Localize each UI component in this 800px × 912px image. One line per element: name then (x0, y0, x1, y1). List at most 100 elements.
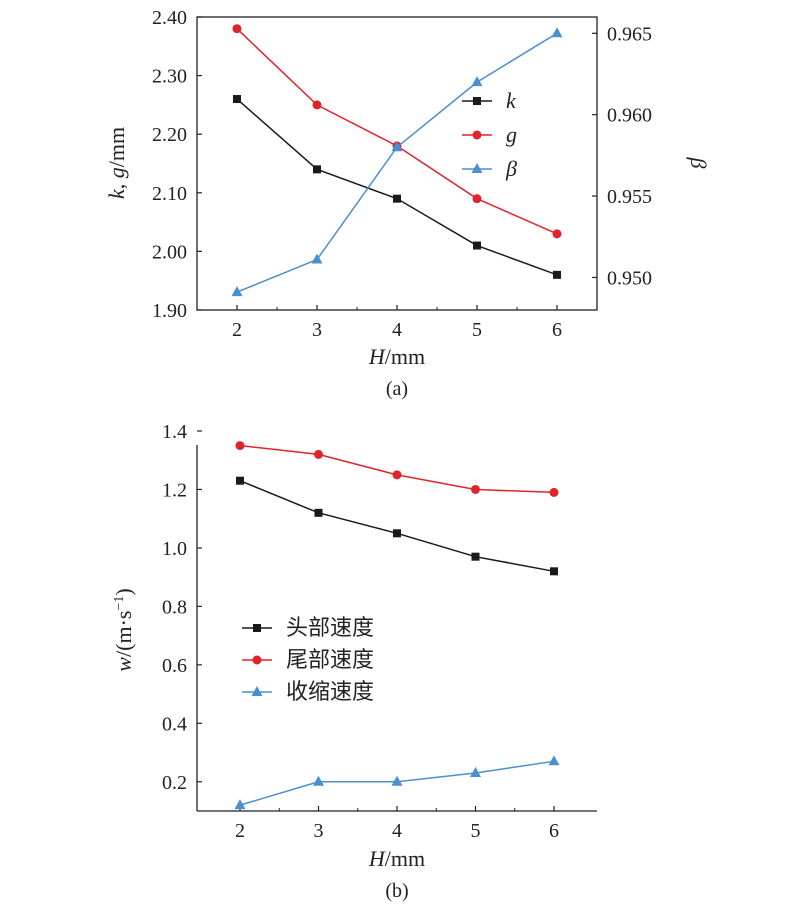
chart-b-ylabel-var: w (111, 657, 136, 672)
chart-a-y-ticks: 1.90 2.00 2.10 2.20 2.30 2.40 (152, 7, 202, 322)
data-point (549, 487, 559, 497)
data-point (470, 767, 481, 777)
x-tick-label: 2 (232, 319, 242, 341)
chart-b-ylabel-close: ) (111, 588, 136, 595)
y2-tick-label: 0.955 (607, 186, 652, 208)
data-point (471, 552, 480, 561)
data-point (548, 755, 560, 766)
data-point (471, 484, 480, 494)
y2-tick-label: 0.950 (607, 267, 652, 289)
chart-a-ylabel-k: k (104, 188, 129, 199)
y-tick-label: 0.2 (162, 772, 187, 794)
chart-a-xlabel-unit: /mm (385, 344, 425, 369)
chart-a-legend: kgβ (462, 88, 517, 181)
chart-a-x-ticks: 2 3 4 5 6 (232, 305, 562, 341)
data-point (473, 241, 481, 250)
data-point (472, 194, 482, 204)
chart-b-xlabel-unit: /mm (385, 846, 425, 871)
data-point (391, 141, 403, 152)
data-point (392, 470, 402, 480)
y-tick-label: 2.30 (152, 66, 187, 88)
data-point (231, 286, 243, 297)
data-point (314, 508, 323, 517)
chart-a-frame (196, 16, 598, 311)
x-tick-label: 3 (314, 820, 324, 842)
legend-label: β (505, 156, 517, 181)
chart-b-ylabel-unit: /(m·s (111, 611, 136, 657)
legend-marker (252, 655, 262, 665)
x-tick-label: 6 (549, 820, 559, 842)
chart-a-xlabel: H/mm (368, 344, 425, 369)
chart-b-y-ticks: 0.2 0.4 0.6 0.8 1.0 1.2 1.4 (162, 421, 202, 794)
chart-a-ylabel-sep: , (104, 178, 129, 189)
legend-label: 尾部速度 (286, 647, 374, 672)
y-tick-label: 2.20 (152, 124, 187, 146)
chart-b: 2 3 4 5 6 0.2 0.4 0.6 0.8 1.0 1.2 1.4 H/mm w/(m·s−… (111, 421, 597, 902)
data-point (313, 165, 321, 174)
data-point (553, 270, 561, 279)
data-point (232, 24, 242, 34)
legend-label: 头部速度 (286, 615, 374, 640)
x-tick-label: 5 (472, 319, 482, 341)
y-tick-label: 2.40 (152, 7, 187, 29)
series-line (239, 479, 555, 573)
y-tick-label: 0.8 (162, 596, 187, 618)
y-tick-label: 2.10 (152, 183, 187, 205)
chart-b-series (234, 441, 560, 810)
data-point (311, 253, 323, 264)
legend-marker (472, 130, 482, 140)
legend-marker (251, 686, 263, 696)
y-tick-label: 1.4 (162, 421, 187, 443)
chart-b-ylabel-sup: −1 (112, 596, 127, 611)
chart-a-panel-label: (a) (386, 378, 408, 400)
data-point (313, 775, 324, 786)
data-point (234, 799, 246, 810)
x-tick-label: 4 (392, 820, 402, 842)
data-point (236, 476, 244, 485)
data-point (552, 229, 562, 239)
data-point (550, 567, 558, 576)
x-tick-label: 4 (392, 319, 402, 341)
y-tick-label: 0.6 (162, 655, 187, 677)
chart-a-y2label: β (686, 157, 711, 169)
data-point (314, 449, 323, 459)
data-point (391, 775, 403, 786)
legend-label: g (506, 122, 517, 147)
y-tick-label: 1.0 (162, 538, 187, 560)
y-tick-label: 0.4 (162, 713, 187, 735)
y2-tick-label: 0.960 (607, 105, 652, 127)
y2-tick-label: 0.965 (607, 23, 652, 45)
data-point (235, 441, 245, 451)
chart-a-xlabel-var: H (368, 344, 386, 369)
chart-a-ylabel-g: g (104, 167, 129, 178)
data-point (551, 27, 563, 38)
chart-b-panel-label: (b) (385, 880, 408, 902)
legend-marker (471, 163, 483, 173)
x-tick-label: 6 (552, 319, 562, 341)
chart-a-ylabel: k, g/mm (104, 127, 129, 199)
data-point (471, 76, 483, 87)
data-point (393, 529, 401, 538)
y-tick-label: 1.2 (162, 479, 187, 501)
data-point (312, 100, 322, 110)
legend-marker (473, 97, 481, 105)
legend-label: k (506, 88, 517, 113)
legend-marker (253, 624, 261, 632)
y-tick-label: 2.00 (152, 241, 187, 263)
chart-b-xlabel: H/mm (368, 846, 425, 871)
chart-b-ylabel: w/(m·s−1) (111, 588, 136, 671)
x-tick-label: 3 (312, 319, 322, 341)
data-point (233, 95, 241, 104)
x-tick-label: 2 (235, 820, 245, 842)
y-tick-label: 1.90 (152, 300, 187, 322)
data-point (393, 194, 401, 203)
x-tick-label: 5 (471, 820, 481, 842)
chart-a-y2-ticks: 0.950 0.955 0.960 0.965 (592, 23, 652, 289)
chart-b-xlabel-var: H (368, 846, 386, 871)
chart-a-series (231, 24, 563, 297)
chart-a-ylabel-unit: /mm (104, 127, 129, 167)
legend-label: 收缩速度 (286, 679, 374, 704)
